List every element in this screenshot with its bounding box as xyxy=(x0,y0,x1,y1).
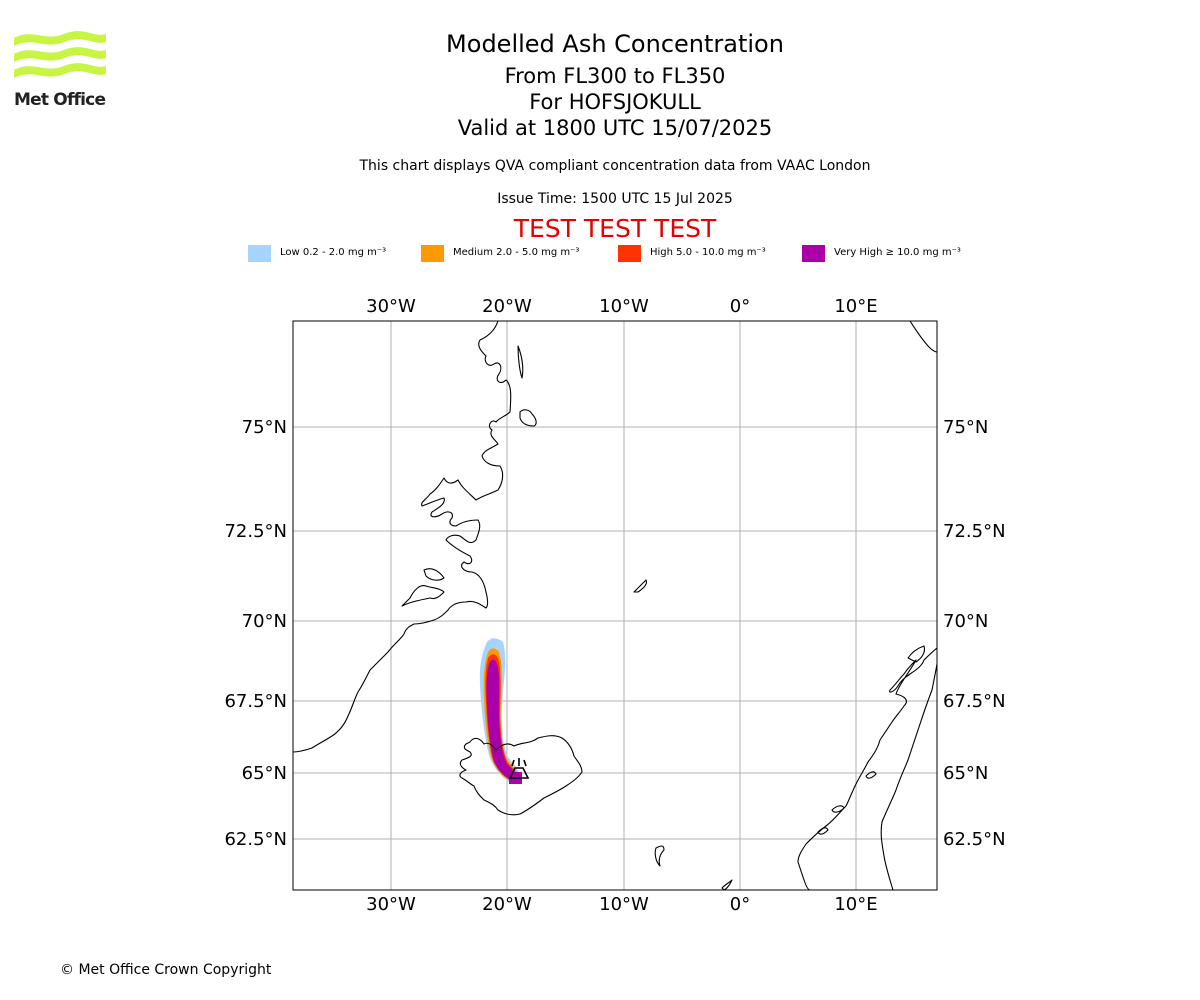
lon-label-top-30w: 30°W xyxy=(366,296,416,317)
lat-label-left-75n: 75°N xyxy=(242,417,287,438)
faroe-islands xyxy=(654,845,665,867)
lat-label-right-62-5n: 62.5°N xyxy=(943,829,1006,850)
lon-label-top-10e: 10°E xyxy=(834,296,877,317)
chart-title: Modelled Ash Concentration xyxy=(446,30,784,58)
legend-label-medium: Medium 2.0 - 5.0 mg m⁻³ xyxy=(453,247,580,258)
shetland xyxy=(721,879,733,890)
greenland-inlet-1 xyxy=(401,585,445,607)
svalbard-corner xyxy=(909,321,937,353)
iceland-coast xyxy=(459,735,583,816)
norway-islands-2 xyxy=(865,771,877,779)
lat-label-left-65n: 65°N xyxy=(242,763,287,784)
coastlines xyxy=(293,321,937,890)
legend-label-low: Low 0.2 - 2.0 mg m⁻³ xyxy=(280,247,387,258)
lat-label-right-75n: 75°N xyxy=(943,417,988,438)
lon-label-top-0: 0° xyxy=(730,296,750,317)
legend-swatch-low xyxy=(248,245,271,262)
svalbard-west xyxy=(517,345,524,379)
lon-label-bottom-10e: 10°E xyxy=(834,894,877,915)
lon-label-top-20w: 20°W xyxy=(482,296,532,317)
greenland-coast xyxy=(293,321,512,753)
met-office-logo: Met Office xyxy=(14,28,110,112)
norway-coast xyxy=(797,647,937,890)
lon-label-bottom-0: 0° xyxy=(730,894,750,915)
lat-label-left-62-5n: 62.5°N xyxy=(224,829,287,850)
lat-label-left-72-5n: 72.5°N xyxy=(224,521,287,542)
lon-label-bottom-20w: 20°W xyxy=(482,894,532,915)
lat-label-right-70n: 70°N xyxy=(943,611,988,632)
norway-islands-4 xyxy=(817,827,829,835)
volcano-subtitle: For HOFSJOKULL xyxy=(529,90,701,114)
norway-islands-3 xyxy=(831,805,845,813)
lat-label-left-67-5n: 67.5°N xyxy=(224,691,287,712)
gridlines xyxy=(293,321,937,890)
lat-label-left-70n: 70°N xyxy=(242,611,287,632)
legend-swatch-very-high xyxy=(802,245,825,262)
lon-label-top-10w: 10°W xyxy=(599,296,649,317)
volcano-icon xyxy=(508,758,530,779)
copyright-text: © Met Office Crown Copyright xyxy=(60,962,272,978)
franz-island xyxy=(519,409,537,427)
jan-mayen xyxy=(633,579,648,593)
lat-label-right-65n: 65°N xyxy=(943,763,988,784)
issue-time-text: Issue Time: 1500 UTC 15 Jul 2025 xyxy=(497,191,733,207)
lat-label-right-67-5n: 67.5°N xyxy=(943,691,1006,712)
wave-logo-icon xyxy=(14,31,106,78)
lon-label-bottom-30w: 30°W xyxy=(366,894,416,915)
legend-label-very-high: Very High ≥ 10.0 mg m⁻³ xyxy=(834,247,961,258)
map-frame xyxy=(292,320,938,891)
ash-plume xyxy=(479,638,522,784)
lon-label-bottom-10w: 10°W xyxy=(599,894,649,915)
ash-very-high-region xyxy=(486,659,518,781)
greenland-inlet-2 xyxy=(423,568,445,581)
legend-swatch-medium xyxy=(421,245,444,262)
norway-islands-1 xyxy=(907,645,926,663)
legend-label-high: High 5.0 - 10.0 mg m⁻³ xyxy=(650,247,766,258)
valid-time-subtitle: Valid at 1800 UTC 15/07/2025 xyxy=(457,116,773,140)
flight-level-subtitle: From FL300 to FL350 xyxy=(504,64,726,88)
lat-label-right-72-5n: 72.5°N xyxy=(943,521,1006,542)
description-text: This chart displays QVA compliant concen… xyxy=(359,158,871,174)
legend-swatch-high xyxy=(618,245,641,262)
logo-text: Met Office xyxy=(14,90,106,110)
test-banner: TEST TEST TEST xyxy=(513,214,717,243)
